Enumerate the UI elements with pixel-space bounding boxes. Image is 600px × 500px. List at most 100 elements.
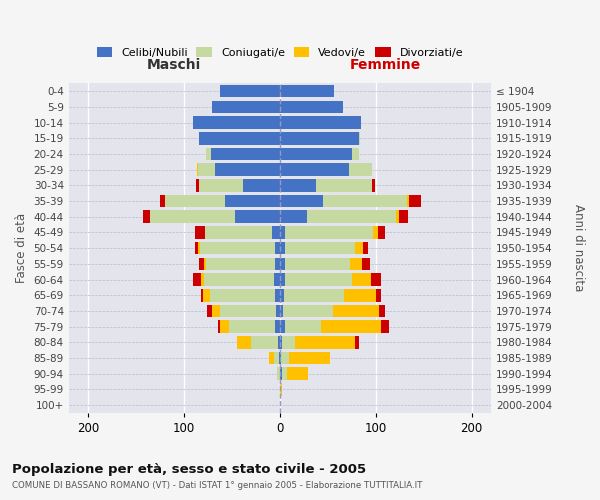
Bar (352, 274, 371, 286)
Bar (244, 179, 280, 192)
Bar (280, 148, 352, 160)
Bar (164, 195, 225, 207)
Bar (284, 258, 350, 270)
Bar (280, 368, 282, 380)
Bar (280, 164, 349, 176)
Bar (276, 304, 280, 317)
Bar (196, 242, 198, 254)
Y-axis label: Anni di nascita: Anni di nascita (572, 204, 585, 292)
Bar (207, 304, 212, 317)
Bar (289, 352, 330, 364)
Bar (364, 242, 368, 254)
Bar (277, 368, 280, 380)
Bar (198, 164, 215, 176)
Bar (396, 210, 399, 223)
Bar (198, 242, 200, 254)
Bar (275, 320, 280, 333)
Bar (280, 304, 283, 317)
Bar (235, 210, 280, 223)
Bar (359, 132, 361, 144)
Bar (355, 336, 359, 348)
Bar (295, 336, 355, 348)
Bar (399, 210, 409, 223)
Bar (204, 258, 206, 270)
Bar (321, 320, 380, 333)
Legend: Celibi/Nubili, Coniugati/e, Vedovi/e, Divorziati/e: Celibi/Nubili, Coniugati/e, Vedovi/e, Di… (92, 43, 467, 62)
Bar (220, 85, 280, 98)
Bar (284, 289, 344, 302)
Bar (323, 195, 407, 207)
Bar (282, 336, 295, 348)
Bar (283, 304, 332, 317)
Bar (193, 274, 201, 286)
Bar (215, 164, 280, 176)
Bar (307, 210, 396, 223)
Bar (281, 352, 289, 364)
Bar (280, 383, 281, 396)
Text: Femmine: Femmine (350, 58, 421, 72)
Bar (316, 179, 372, 192)
Bar (201, 289, 203, 302)
Bar (344, 289, 376, 302)
Bar (284, 242, 355, 254)
Bar (199, 258, 204, 270)
Bar (201, 274, 204, 286)
Bar (272, 226, 280, 238)
Bar (284, 320, 321, 333)
Bar (362, 258, 370, 270)
Bar (376, 289, 380, 302)
Bar (193, 116, 280, 129)
Bar (280, 85, 334, 98)
Bar (287, 368, 308, 380)
Bar (196, 226, 205, 238)
Bar (280, 100, 343, 113)
Bar (355, 242, 364, 254)
Bar (280, 320, 284, 333)
Bar (407, 195, 409, 207)
Bar (199, 132, 280, 144)
Bar (280, 274, 284, 286)
Bar (203, 289, 210, 302)
Bar (280, 289, 284, 302)
Bar (278, 336, 280, 348)
Bar (332, 304, 379, 317)
Bar (279, 352, 280, 364)
Bar (280, 179, 316, 192)
Bar (205, 226, 272, 238)
Bar (218, 320, 220, 333)
Y-axis label: Fasce di età: Fasce di età (15, 213, 28, 283)
Bar (280, 195, 323, 207)
Bar (284, 226, 373, 238)
Bar (212, 100, 280, 113)
Bar (143, 210, 150, 223)
Bar (204, 274, 274, 286)
Bar (275, 242, 280, 254)
Bar (196, 179, 199, 192)
Bar (220, 304, 276, 317)
Bar (380, 320, 389, 333)
Bar (212, 304, 220, 317)
Bar (160, 195, 164, 207)
Bar (377, 226, 385, 238)
Text: Popolazione per età, sesso e stato civile - 2005: Popolazione per età, sesso e stato civil… (12, 462, 366, 475)
Bar (200, 242, 275, 254)
Bar (281, 383, 282, 396)
Bar (274, 274, 280, 286)
Bar (280, 116, 361, 129)
Bar (220, 320, 229, 333)
Bar (280, 226, 284, 238)
Text: COMUNE DI BASSANO ROMANO (VT) - Dati ISTAT 1° gennaio 2005 - Elaborazione TUTTIT: COMUNE DI BASSANO ROMANO (VT) - Dati IST… (12, 481, 422, 490)
Bar (280, 258, 284, 270)
Bar (251, 336, 278, 348)
Bar (274, 352, 279, 364)
Bar (349, 164, 372, 176)
Bar (199, 179, 244, 192)
Bar (229, 320, 275, 333)
Bar (352, 148, 359, 160)
Bar (206, 148, 211, 160)
Bar (236, 336, 251, 348)
Bar (225, 195, 280, 207)
Bar (197, 164, 198, 176)
Bar (282, 368, 287, 380)
Bar (210, 289, 275, 302)
